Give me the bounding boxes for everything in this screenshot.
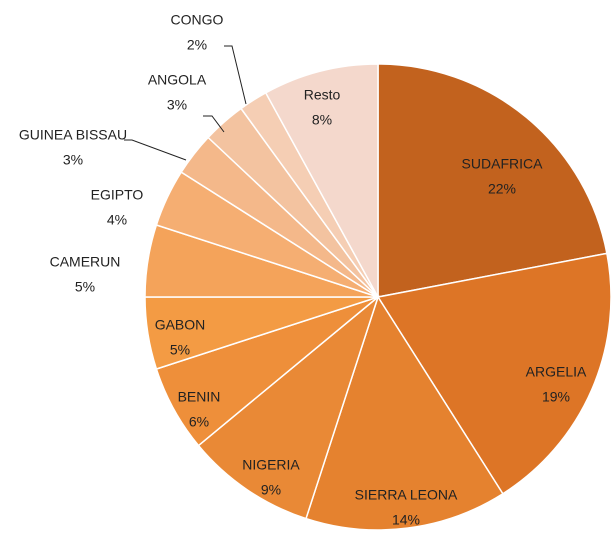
category-label: ARGELIA xyxy=(526,364,587,380)
pie-slice xyxy=(305,295,504,531)
category-label: GUINEA BISSAU xyxy=(19,127,127,143)
value-label: 4% xyxy=(107,212,127,228)
value-label: 5% xyxy=(75,279,95,295)
category-label: CONGO xyxy=(171,12,224,28)
category-label: SUDAFRICA xyxy=(462,156,544,172)
category-label: EGIPTO xyxy=(91,187,144,203)
leader-line xyxy=(203,115,225,133)
category-label: Resto xyxy=(304,87,341,103)
leader-line xyxy=(124,139,187,161)
value-label: 8% xyxy=(312,112,332,128)
value-label: 19% xyxy=(542,389,570,405)
category-label: CAMERUN xyxy=(50,254,121,270)
leader-line xyxy=(224,45,247,105)
value-label: 9% xyxy=(261,482,281,498)
value-label: 3% xyxy=(63,152,83,168)
pie-slice xyxy=(377,63,608,298)
value-label: 22% xyxy=(488,181,516,197)
category-label: GABON xyxy=(155,317,206,333)
value-label: 2% xyxy=(187,37,207,53)
pie-slice xyxy=(376,252,611,495)
category-label: BENIN xyxy=(178,389,221,405)
pie-slice xyxy=(197,294,380,520)
pie-slice xyxy=(264,63,379,298)
category-label: ANGOLA xyxy=(148,72,207,88)
value-label: 6% xyxy=(189,414,209,430)
labels: SUDAFRICA 22% ARGELIA 19% SIERRA LEONA 14% NIG… xyxy=(19,12,587,528)
category-label: NIGERIA xyxy=(242,457,300,473)
category-label: SIERRA LEONA xyxy=(355,487,458,503)
value-label: 14% xyxy=(392,512,420,528)
value-label: 5% xyxy=(170,342,190,358)
value-label: 3% xyxy=(167,97,187,113)
slices xyxy=(144,63,611,531)
